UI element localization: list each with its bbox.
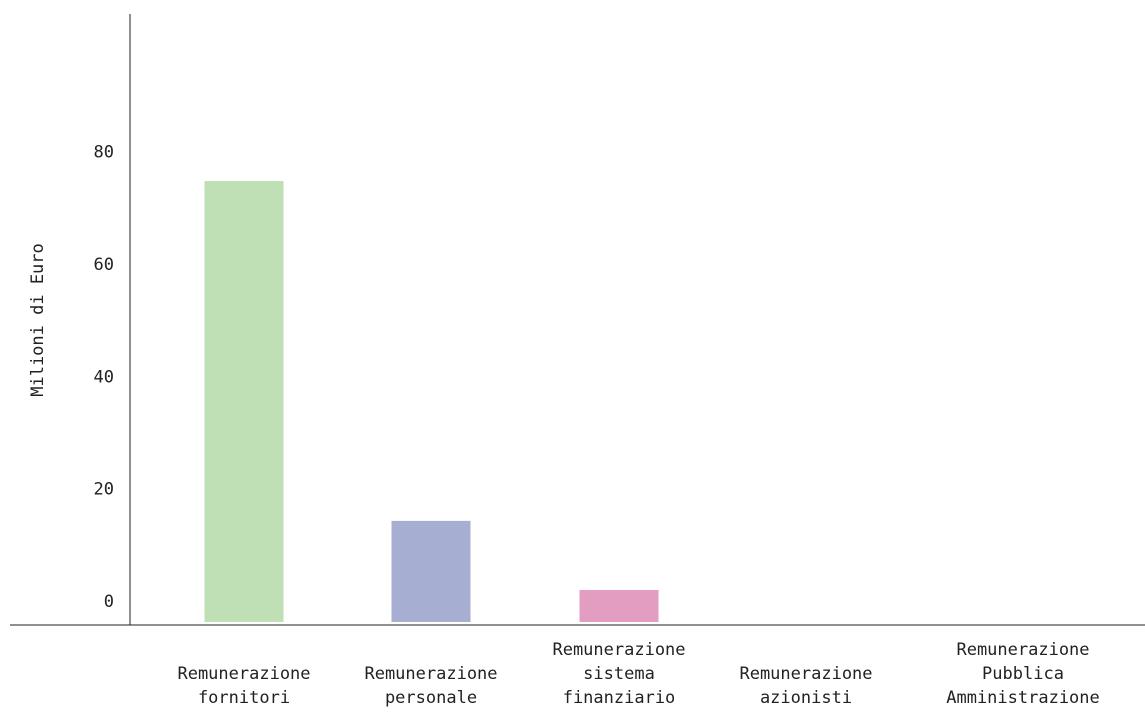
- x-category-label: finanziario: [563, 688, 676, 708]
- y-tick-label: 60: [94, 255, 114, 275]
- x-category-label: fornitori: [198, 688, 290, 708]
- x-category-label: Amministrazione: [946, 688, 1100, 708]
- bar-2: [391, 520, 471, 622]
- x-category-label: Remunerazione: [177, 664, 310, 684]
- bar-3: [579, 589, 659, 622]
- x-category-label: Remunerazione: [552, 640, 685, 660]
- x-category-label: sistema: [583, 664, 655, 684]
- x-category-label: azionisti: [760, 688, 852, 708]
- x-category-labels: Remunerazione fornitori Remunerazione perso…: [177, 640, 1099, 708]
- y-tick-label: 20: [94, 480, 114, 500]
- bar-1: [204, 180, 284, 622]
- x-category-label: personale: [385, 688, 477, 708]
- bars-layer: [204, 180, 659, 622]
- x-category-label: Remunerazione: [739, 664, 872, 684]
- y-axis-title: Milioni di Euro: [28, 243, 48, 397]
- x-category-label: Remunerazione: [956, 640, 1089, 660]
- y-tick-label: 40: [94, 367, 114, 387]
- y-tick-label: 80: [94, 143, 114, 163]
- y-tick-labels: 0 20 40 60 80: [94, 143, 114, 612]
- y-tick-label: 0: [104, 592, 114, 612]
- x-category-label: Pubblica: [982, 664, 1064, 684]
- x-category-label: Remunerazione: [364, 664, 497, 684]
